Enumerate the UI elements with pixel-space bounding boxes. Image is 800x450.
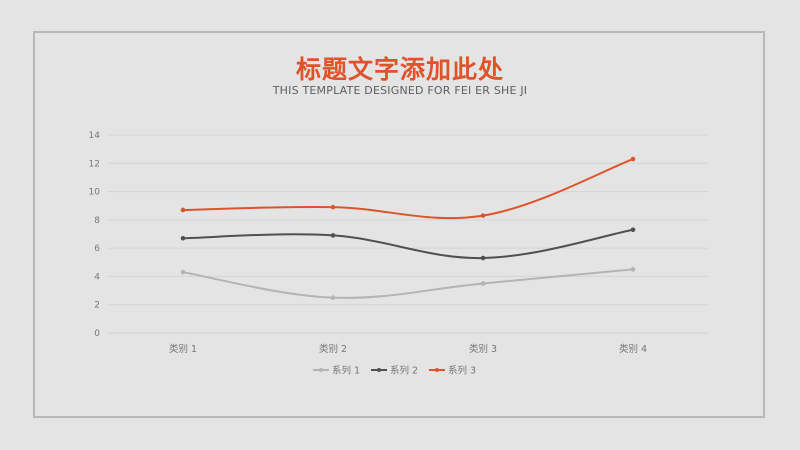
legend-label: 系列 2 — [390, 365, 418, 377]
x-category-label: 类别 1 — [169, 343, 197, 355]
y-tick-label: 12 — [89, 159, 100, 169]
x-category-label: 类别 3 — [469, 343, 497, 355]
data-point — [630, 156, 636, 162]
data-point — [330, 295, 336, 300]
series-line-2 — [182, 228, 634, 260]
data-point — [630, 267, 636, 272]
slide-subtitle: THIS TEMPLATE DESIGNED FOR FEI ER SHE JI — [272, 84, 528, 97]
legend-marker — [319, 368, 323, 372]
data-point — [480, 281, 486, 286]
legend-label: 系列 1 — [332, 365, 360, 377]
y-tick-label: 10 — [89, 188, 101, 198]
y-tick-label: 8 — [94, 216, 100, 226]
y-tick-label: 2 — [94, 301, 100, 311]
y-tick-label: 14 — [89, 131, 101, 141]
series-line-3 — [182, 158, 634, 220]
data-point — [330, 233, 336, 238]
data-point — [480, 213, 486, 218]
slide-title: 标题文字添加此处 — [295, 55, 504, 84]
x-category-label: 类别 2 — [319, 343, 347, 355]
slide-frame — [33, 31, 765, 418]
data-point — [180, 269, 186, 275]
legend-marker — [435, 368, 439, 372]
data-point — [480, 255, 486, 261]
y-tick-label: 0 — [94, 329, 100, 339]
y-tick-label: 4 — [94, 272, 100, 282]
x-category-label: 类别 4 — [619, 343, 647, 355]
data-point — [180, 235, 186, 241]
data-point — [630, 227, 636, 233]
legend-label: 系列 3 — [448, 365, 476, 377]
legend-marker — [377, 368, 381, 372]
data-point — [330, 204, 336, 210]
data-point — [180, 207, 186, 213]
series-line-1 — [182, 268, 634, 299]
y-tick-label: 6 — [94, 244, 100, 254]
